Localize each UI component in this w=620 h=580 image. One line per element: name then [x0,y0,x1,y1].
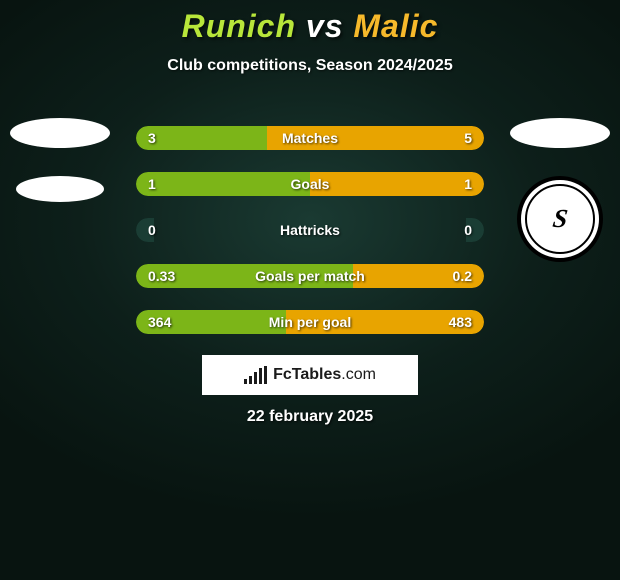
comparison-card: Runich vs Malic Club competitions, Seaso… [0,0,620,580]
team-left-badge-1 [10,118,110,148]
stat-row: 11Goals [136,172,484,196]
footer-date: 22 february 2025 [0,408,620,426]
stat-label: Matches [136,126,484,150]
stat-row: 0.330.2Goals per match [136,264,484,288]
subtitle: Club competitions, Season 2024/2025 [0,57,620,75]
team-left-badge-2 [16,176,104,202]
team-right-badges: S [500,118,620,262]
brand-box: FcTables.com [202,355,418,395]
stat-rows: 35Matches 11Goals 00Hattricks 0.330.2Goals … [136,126,484,334]
stat-label: Goals per match [136,264,484,288]
brand-text: FcTables.com [273,366,376,384]
page-title: Runich vs Malic [0,0,620,45]
stat-row: 35Matches [136,126,484,150]
stat-row: 364483Min per goal [136,310,484,334]
title-left: Runich [182,8,296,44]
stat-row: 00Hattricks [136,218,484,242]
title-right: Malic [353,8,438,44]
team-right-badge-1 [510,118,610,148]
stat-label: Hattricks [136,218,484,242]
stat-label: Goals [136,172,484,196]
sturm-monogram: S [551,204,570,234]
team-right-badge-2: S [517,176,603,262]
team-left-badges [0,118,120,202]
title-vs: vs [306,8,344,44]
brand-name: FcTables [273,366,341,383]
brand-bars-icon [244,366,267,384]
stat-label: Min per goal [136,310,484,334]
brand-suffix: .com [341,366,376,383]
